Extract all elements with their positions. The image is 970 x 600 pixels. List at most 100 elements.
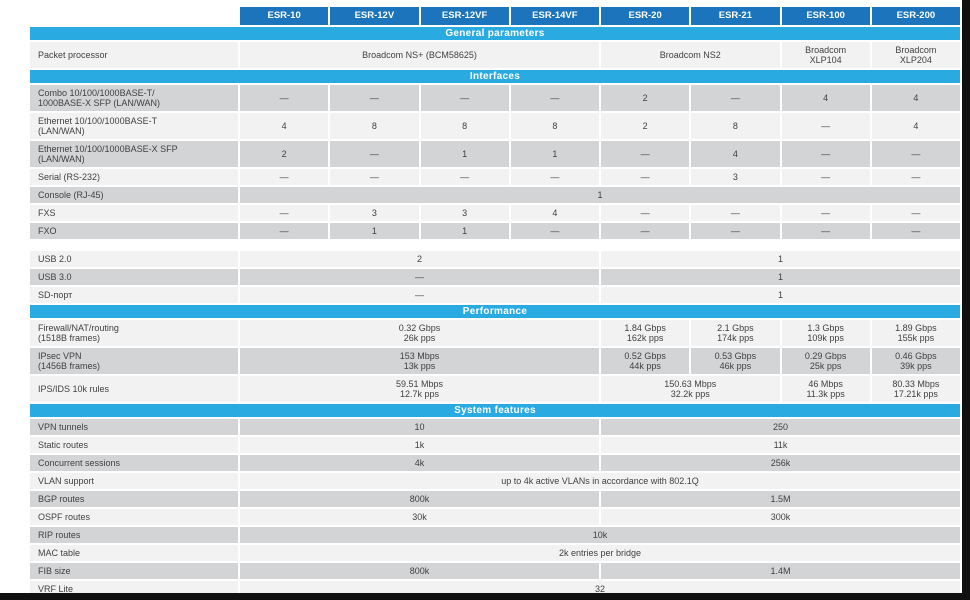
value-cell: — — [237, 83, 331, 113]
value-cell: 1.5M — [599, 489, 962, 509]
section-header-row: Interfaces — [28, 68, 962, 85]
table-row: SD-порт — 1 — [28, 285, 962, 305]
table-row: FIB size 800k 1.4M — [28, 561, 962, 581]
value-cell: — — [238, 267, 601, 287]
value-cell: 4 — [508, 203, 602, 223]
value-cell: 800k — [238, 489, 601, 509]
row-label: IPS/IDS 10k rules — [28, 374, 240, 404]
row-label: Combo 10/100/1000BASE-T/ 1000BASE-X SFP … — [28, 83, 240, 113]
value-cell: 0.52 Gbps 44k pps — [598, 346, 692, 376]
row-label: BGP routes — [28, 489, 240, 509]
row-label: Ethernet 10/100/1000BASE-X SFP (LAN/WAN) — [28, 139, 240, 169]
value-cell: 0.32 Gbps 26k pps — [238, 318, 601, 348]
value-cell: 4k — [238, 453, 601, 473]
section-title: Interfaces — [28, 68, 962, 85]
value-cell: — — [869, 167, 963, 187]
value-cell: — — [779, 221, 872, 241]
section-title: Performance — [28, 303, 962, 320]
value-cell: 4 — [689, 139, 782, 169]
value-cell: — — [598, 139, 692, 169]
table-row: Packet processor Broadcom NS+ (BCM58625)… — [28, 40, 963, 70]
value-cell: 4 — [237, 111, 331, 141]
value-cell: 1 — [599, 285, 962, 305]
table-row: IPS/IDS 10k rules 59.51 Mbps 12.7k pps 1… — [28, 374, 963, 404]
value-cell: — — [598, 203, 692, 223]
value-cell: 1k — [238, 435, 601, 455]
column-header-esr-200: ESR-200 — [869, 5, 963, 27]
value-cell: 10 — [238, 417, 601, 437]
value-cell: — — [237, 221, 331, 241]
value-cell: — — [869, 139, 963, 169]
value-cell: 1.3 Gbps 109k pps — [779, 318, 872, 348]
row-label: Static routes — [28, 435, 240, 455]
section-interfaces: Interfaces Combo 10/100/1000BASE-T/ 1000… — [28, 68, 963, 305]
section-general-parameters: General parameters Packet processor Broa… — [28, 25, 963, 70]
row-label: OSPF routes — [28, 507, 240, 527]
row-label: IPsec VPN (1456B frames) — [28, 346, 240, 376]
value-cell: 8 — [418, 111, 511, 141]
table-row: VLAN support up to 4k active VLANs in ac… — [28, 471, 962, 491]
section-performance: Performance Firewall/NAT/routing (1518B … — [28, 303, 963, 404]
value-cell: — — [779, 167, 872, 187]
table-row: RIP routes 10k — [28, 525, 962, 545]
value-cell: 1 — [599, 267, 962, 287]
table-row: IPsec VPN (1456B frames) 153 Mbps 13k pp… — [28, 346, 963, 376]
column-header-esr-20: ESR-20 — [598, 5, 692, 27]
value-cell: 3 — [418, 203, 511, 223]
column-header-esr-14vf: ESR-14VF — [508, 5, 602, 27]
row-label: SD-порт — [28, 285, 240, 305]
value-cell: 800k — [238, 561, 601, 581]
row-label: FIB size — [28, 561, 240, 581]
row-label: Concurrent sessions — [28, 453, 240, 473]
value-cell: Broadcom XLP204 — [869, 40, 963, 70]
value-cell: — — [598, 167, 692, 187]
section-header-row: Performance — [28, 303, 962, 320]
row-label: USB 3.0 — [28, 267, 240, 287]
value-cell: — — [689, 203, 782, 223]
row-label: VPN tunnels — [28, 417, 240, 437]
value-cell: 150.63 Mbps 32.2k pps — [599, 374, 782, 404]
value-cell: 1 — [599, 249, 962, 269]
value-cell: Broadcom NS2 — [599, 40, 782, 70]
value-cell: — — [237, 203, 331, 223]
value-cell: 3 — [689, 167, 782, 187]
value-cell: — — [418, 167, 511, 187]
value-cell: 2 — [598, 83, 692, 113]
value-cell: — — [779, 203, 872, 223]
row-label: Firewall/NAT/routing (1518B frames) — [28, 318, 240, 348]
value-cell: 1 — [238, 185, 962, 205]
value-cell: 80.33 Mbps 17.21k pps — [869, 374, 963, 404]
value-cell: — — [508, 83, 602, 113]
value-cell: 1 — [328, 221, 421, 241]
section-header-row: System features — [28, 402, 962, 419]
column-header-esr-100: ESR-100 — [779, 5, 872, 27]
value-cell: 8 — [508, 111, 602, 141]
value-cell: 2k entries per bridge — [238, 543, 962, 563]
value-cell: 0.53 Gbps 46k pps — [689, 346, 782, 376]
value-cell: 30k — [238, 507, 601, 527]
row-label: Console (RJ-45) — [28, 185, 240, 205]
table-row: Ethernet 10/100/1000BASE-X SFP (LAN/WAN)… — [28, 139, 963, 169]
value-cell: 59.51 Mbps 12.7k pps — [238, 374, 601, 404]
table-row: MAC table 2k entries per bridge — [28, 543, 962, 563]
row-label: MAC table — [28, 543, 240, 563]
value-cell: 0.46 Gbps 39k pps — [869, 346, 963, 376]
value-cell: up to 4k active VLANs in accordance with… — [238, 471, 962, 491]
value-cell: 2 — [598, 111, 692, 141]
section-system-features: System features VPN tunnels 10 250 Stati… — [28, 402, 962, 599]
value-cell: — — [328, 83, 421, 113]
value-cell: — — [869, 221, 963, 241]
row-label: RIP routes — [28, 525, 240, 545]
value-cell: 2 — [237, 139, 331, 169]
table-row: VPN tunnels 10 250 — [28, 417, 962, 437]
table-row: Firewall/NAT/routing (1518B frames) 0.32… — [28, 318, 963, 348]
value-cell: — — [779, 111, 872, 141]
table-row: OSPF routes 30k 300k — [28, 507, 962, 527]
value-cell: — — [598, 221, 692, 241]
table-row: USB 2.0 2 1 — [28, 249, 962, 269]
value-cell: 2.1 Gbps 174k pps — [689, 318, 782, 348]
screen-edge-bottom — [0, 593, 970, 600]
value-cell: 46 Mbps 11.3k pps — [779, 374, 872, 404]
table-row: Combo 10/100/1000BASE-T/ 1000BASE-X SFP … — [28, 83, 963, 113]
